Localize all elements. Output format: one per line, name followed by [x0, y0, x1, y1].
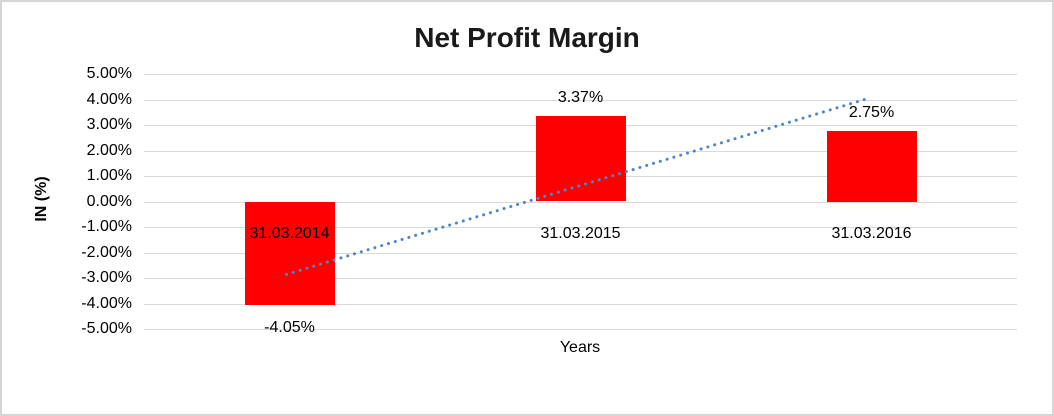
y-tick-label: -5.00% [81, 320, 132, 337]
value-label: 2.75% [848, 104, 895, 122]
y-tick-label: -4.00% [81, 294, 132, 312]
bar-31.03.2014 [244, 201, 335, 305]
y-gridline [144, 278, 1017, 279]
y-axis-title: IN (%) [33, 176, 50, 222]
y-tick-label: -2.00% [81, 243, 132, 261]
y-tick-label: 1.00% [86, 167, 132, 184]
category-label: 31.03.2014 [249, 224, 330, 242]
y-tick-label: -1.00% [81, 218, 132, 235]
value-label: -4.05% [264, 318, 315, 336]
y-gridline [144, 329, 1017, 330]
y-tick-label: 2.00% [86, 141, 132, 159]
bar-31.03.2016 [826, 131, 917, 202]
y-tick-label: -3.00% [81, 269, 132, 286]
y-tick-label: 4.00% [86, 90, 132, 108]
chart-title: Net Profit Margin [414, 22, 640, 53]
y-tick-label: 0.00% [86, 192, 132, 210]
category-label: 31.03.2016 [831, 224, 912, 242]
bar-31.03.2015 [535, 115, 626, 202]
y-gridline [144, 74, 1017, 75]
y-gridline [144, 303, 1017, 305]
value-label: 3.37% [557, 88, 604, 106]
category-label: 31.03.2015 [540, 224, 621, 242]
y-tick-label: 3.00% [86, 116, 132, 133]
x-axis-title: Years [559, 339, 601, 356]
y-tick-label: 5.00% [86, 65, 132, 82]
